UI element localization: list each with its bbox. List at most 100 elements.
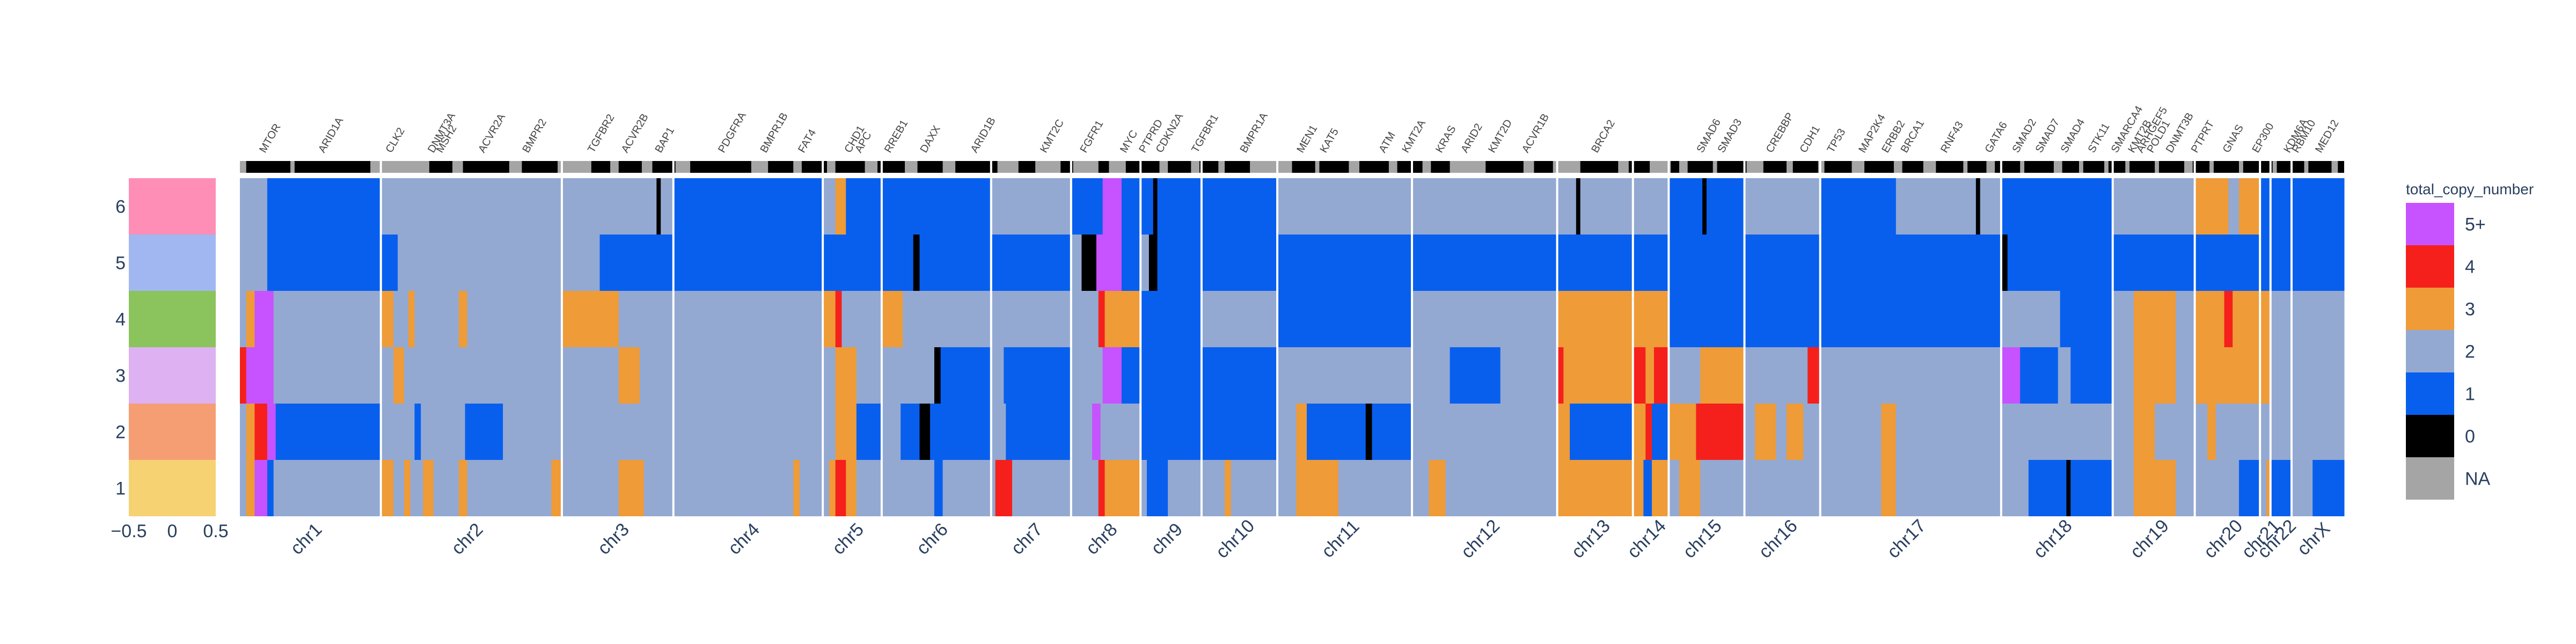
heatmap-cell <box>398 235 562 291</box>
heatmap-cell <box>1668 404 1696 460</box>
heatmap-cell <box>423 460 434 516</box>
heatmap-cell <box>991 291 1072 347</box>
heatmap-cell <box>2312 460 2345 516</box>
sample-row-label: 2 <box>115 422 126 443</box>
heatmap-cell <box>881 178 992 235</box>
heatmap-cell <box>2270 347 2292 404</box>
heatmap-cell <box>1820 347 2002 404</box>
heatmap-cell <box>1633 404 1646 460</box>
na-bar-segment <box>1618 161 1629 173</box>
na-bar-segment <box>1786 161 1793 173</box>
heatmap-cell <box>2291 347 2345 404</box>
na-bar-segment <box>1986 161 1995 173</box>
heatmap-cell <box>421 404 466 460</box>
sample-axis-tick: −0.5 <box>111 521 147 541</box>
heatmap-cell <box>1121 347 1141 404</box>
heatmap-cell <box>1668 235 1745 291</box>
heatmap-cell <box>1411 460 1429 516</box>
heatmap-cell <box>856 347 882 404</box>
heatmap-cell <box>991 347 1004 404</box>
heatmap-cell <box>1157 235 1202 291</box>
heatmap-cell <box>1651 404 1669 460</box>
na-bar-segment <box>1963 161 1968 173</box>
heatmap-cell <box>1975 178 1981 235</box>
heatmap-cell <box>1411 235 1558 291</box>
heatmap-cell <box>2133 460 2176 516</box>
heatmap-cell <box>467 291 562 347</box>
heatmap-cell <box>1100 404 1141 460</box>
heatmap-cell <box>2112 235 2196 291</box>
heatmap-cell <box>2270 178 2292 235</box>
heatmap-cell <box>1633 460 1644 516</box>
legend-swatch <box>2406 457 2454 500</box>
heatmap-cell <box>639 347 674 404</box>
heatmap-cell <box>901 404 920 460</box>
heatmap-cell <box>618 460 645 516</box>
heatmap-cell <box>1803 404 1821 460</box>
na-bar-segment <box>905 161 918 173</box>
heatmap-cell <box>410 460 423 516</box>
na-bar-segment <box>1523 161 1534 173</box>
heatmap-cell <box>2176 291 2196 347</box>
heatmap-cell <box>1201 404 1278 460</box>
heatmap-cell <box>823 347 836 404</box>
heatmap-cell <box>1004 347 1072 404</box>
na-bar-segment <box>1553 161 1580 173</box>
na-bar-segment <box>2020 161 2025 173</box>
heatmap-cell <box>2028 460 2067 516</box>
na-bar-segment <box>1923 161 1936 173</box>
heatmap-cell <box>2233 291 2260 347</box>
heatmap-cell <box>1744 347 1808 404</box>
heatmap-cell <box>2260 235 2271 291</box>
heatmap-cell <box>919 404 931 460</box>
heatmap-cell <box>673 235 823 291</box>
na-bar-segment <box>1250 161 1292 173</box>
chromosome-separators <box>379 161 2293 516</box>
heatmap-cell <box>881 235 914 291</box>
heatmap-cell <box>561 404 674 460</box>
heatmap-cell <box>1411 291 1558 347</box>
heatmap-cell <box>380 460 394 516</box>
heatmap-cell <box>1576 178 1581 235</box>
heatmap-cell <box>2001 404 2113 460</box>
heatmap-cell <box>1744 404 1755 460</box>
heatmap-cell <box>1980 178 2002 235</box>
na-bar-segment <box>641 161 653 173</box>
heatmap-cell <box>1557 178 1577 235</box>
heatmap-cell <box>881 460 935 516</box>
heatmap-cell <box>930 404 992 460</box>
na-bar-segment <box>997 161 1019 173</box>
heatmap-cell <box>913 235 920 291</box>
heatmap-cell <box>940 347 992 404</box>
heatmap-cell <box>2001 178 2113 235</box>
heatmap-cell <box>2260 347 2271 404</box>
heatmap-cell <box>267 404 276 460</box>
heatmap-cell <box>2001 291 2061 347</box>
heatmap-cell <box>551 460 562 516</box>
heatmap-cell <box>823 291 836 347</box>
heatmap-cell <box>2133 291 2176 347</box>
heatmap-cell <box>1338 460 1413 516</box>
heatmap-cell <box>1696 404 1745 460</box>
heatmap-cell <box>1296 404 1307 460</box>
heatmap-cell <box>1071 460 1099 516</box>
heatmap-cell <box>273 291 382 347</box>
heatmap-cell <box>275 404 382 460</box>
heatmap-cell <box>2133 404 2155 460</box>
heatmap-cell <box>1820 291 2002 347</box>
heatmap-cell <box>1776 404 1787 460</box>
na-bar-segment <box>1650 161 1671 173</box>
heatmap-cell <box>380 404 415 460</box>
na-bar-segment <box>2331 161 2338 173</box>
heatmap-cell <box>661 178 674 235</box>
heatmap-cell <box>433 460 459 516</box>
heatmap-cell <box>1071 291 1099 347</box>
legend-label: 4 <box>2465 257 2475 277</box>
sample-strip-cell-5 <box>129 235 216 291</box>
heatmap-cell <box>1563 347 1634 404</box>
heatmap-cell <box>991 404 1006 460</box>
heatmap-cell <box>2001 460 2029 516</box>
heatmap-cell <box>1092 404 1101 460</box>
sample-row-label: 1 <box>115 479 126 499</box>
heatmap-cell <box>1744 235 1821 291</box>
